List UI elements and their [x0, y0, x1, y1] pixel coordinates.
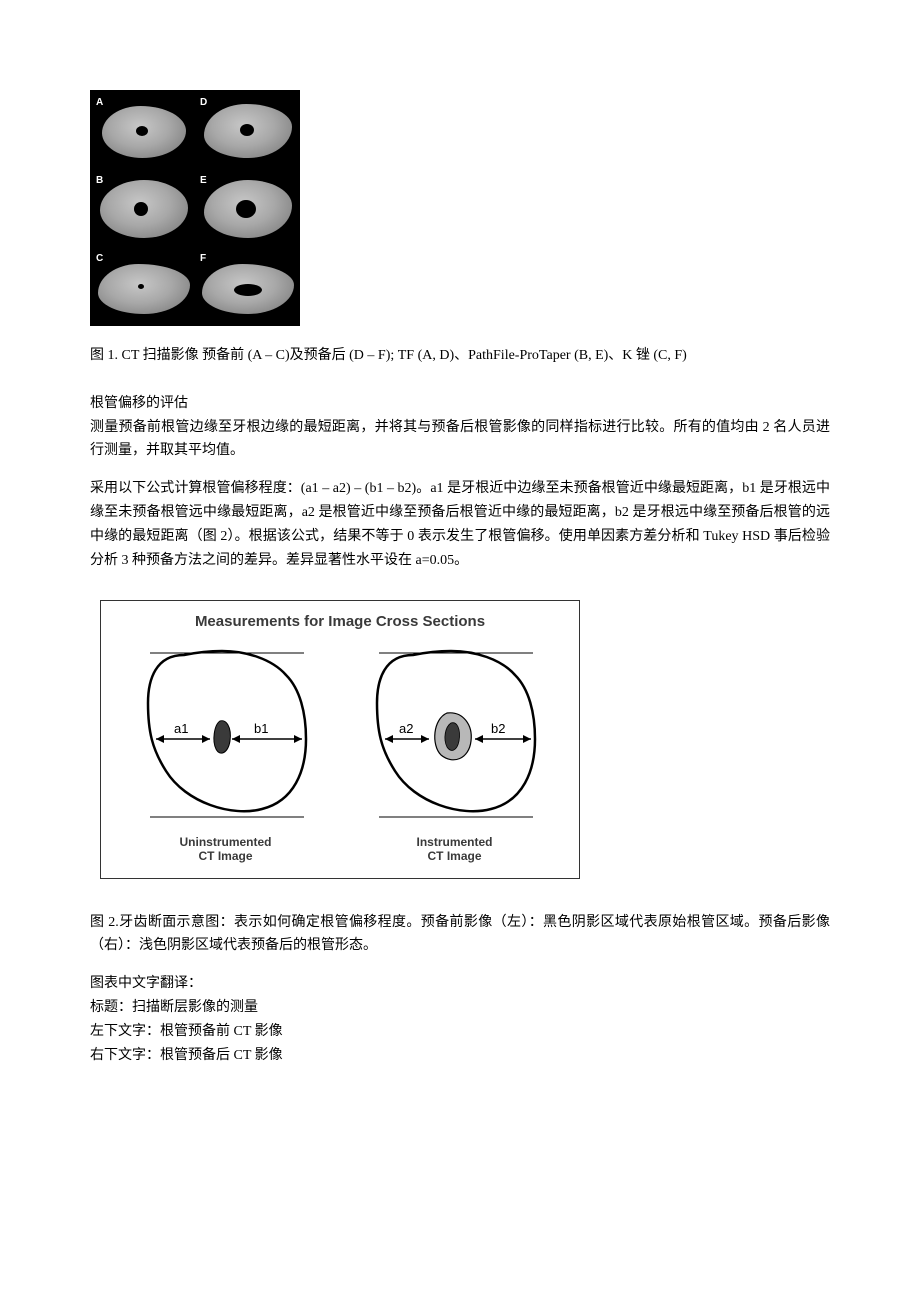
ct-panel-d: D	[196, 92, 298, 168]
translation-left: 左下文字：根管预备前 CT 影像	[90, 1020, 830, 1044]
root-canal	[138, 284, 144, 289]
fig2-right-cap-1: Instrumented	[416, 835, 492, 849]
ct-panel-label: B	[96, 172, 103, 189]
ct-panel-e: E	[196, 170, 298, 246]
ct-panel-c: C	[92, 248, 194, 324]
figure2-right-caption: Instrumented CT Image	[416, 835, 492, 864]
label-a2: a2	[399, 721, 413, 736]
ct-panel-label: C	[96, 250, 103, 267]
root-canal	[136, 126, 148, 136]
root-canal	[240, 124, 254, 136]
root-canal	[234, 284, 262, 296]
fig2-left-cap-2: CT Image	[198, 849, 252, 863]
ct-panel-b: B	[92, 170, 194, 246]
tooth-cross-section	[98, 264, 190, 314]
fig2-right-cap-2: CT Image	[427, 849, 481, 863]
figure2-caption: 图 2.牙齿断面示意图：表示如何确定根管偏移程度。预备前影像（左）：黑色阴影区域…	[90, 911, 830, 959]
paragraph-2: 采用以下公式计算根管偏移程度：(a1 – a2) – (b1 – b2)。a1 …	[90, 477, 830, 572]
figure2-left-caption: Uninstrumented CT Image	[179, 835, 271, 864]
ct-panel-label: A	[96, 94, 103, 111]
ct-panel-label: E	[200, 172, 207, 189]
section-heading: 根管偏移的评估	[90, 392, 830, 416]
translation-title: 标题：扫描断层影像的测量	[90, 996, 830, 1020]
figure2-left-panel: a1 b1 Uninstrumented CT Image	[126, 641, 326, 864]
ct-panel-label: F	[200, 250, 206, 267]
figure2-right-panel: a2 b2 Instrumented CT Image	[355, 641, 555, 864]
cross-section-instrumented: a2 b2	[355, 641, 555, 831]
translation-right: 右下文字：根管预备后 CT 影像	[90, 1044, 830, 1068]
root-canal	[236, 200, 256, 218]
translation-header: 图表中文字翻译：	[90, 972, 830, 996]
figure2-container: Measurements for Image Cross Sections	[100, 600, 830, 878]
figure1-caption: 图 1. CT 扫描影像 预备前 (A – C)及预备后 (D – F); TF…	[90, 344, 830, 368]
figure1-ct-grid: A D B E C F	[90, 90, 300, 326]
ct-panel-f: F	[196, 248, 298, 324]
label-a1: a1	[174, 721, 188, 736]
cross-section-uninstrumented: a1 b1	[126, 641, 326, 831]
figure2-title: Measurements for Image Cross Sections	[111, 609, 569, 635]
label-b1: b1	[254, 721, 268, 736]
fig2-left-cap-1: Uninstrumented	[179, 835, 271, 849]
figure2-box: Measurements for Image Cross Sections	[100, 600, 580, 878]
ct-panel-label: D	[200, 94, 207, 111]
root-canal	[134, 202, 148, 216]
ct-panel-a: A	[92, 92, 194, 168]
paragraph-1: 测量预备前根管边缘至牙根边缘的最短距离，并将其与预备后根管影像的同样指标进行比较…	[90, 416, 830, 464]
label-b2: b2	[491, 721, 505, 736]
